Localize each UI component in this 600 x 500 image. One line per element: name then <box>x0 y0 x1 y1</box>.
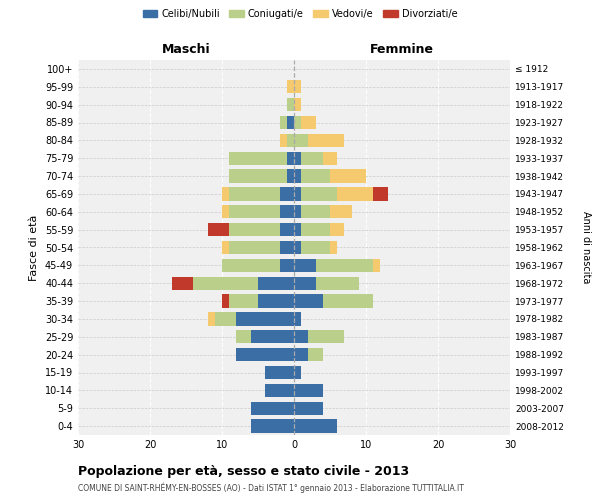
Bar <box>222 187 229 200</box>
Bar <box>229 205 280 218</box>
Text: Maschi: Maschi <box>161 44 211 57</box>
Bar <box>229 170 287 183</box>
Bar <box>323 152 337 165</box>
Bar <box>294 187 301 200</box>
Bar <box>330 241 337 254</box>
Bar <box>323 294 373 308</box>
Bar <box>294 366 301 379</box>
Bar <box>258 276 294 290</box>
Bar <box>294 116 301 129</box>
Bar <box>316 258 373 272</box>
Bar <box>294 223 301 236</box>
Bar <box>301 205 330 218</box>
Bar <box>294 241 301 254</box>
Bar <box>330 223 344 236</box>
Bar <box>337 187 373 200</box>
Bar <box>280 241 294 254</box>
Bar <box>265 384 294 397</box>
Bar <box>301 170 330 183</box>
Bar <box>236 348 294 362</box>
Bar <box>280 116 287 129</box>
Text: Femmine: Femmine <box>370 44 434 57</box>
Bar <box>229 223 280 236</box>
Bar <box>265 366 294 379</box>
Bar <box>280 187 294 200</box>
Bar <box>373 187 388 200</box>
Bar <box>301 223 330 236</box>
Bar <box>251 420 294 433</box>
Text: Popolazione per età, sesso e stato civile - 2013: Popolazione per età, sesso e stato civil… <box>78 465 409 478</box>
Bar <box>208 312 215 326</box>
Bar <box>229 294 258 308</box>
Bar <box>308 134 344 147</box>
Text: COMUNE DI SAINT-RHÉMY-EN-BOSSES (AO) - Dati ISTAT 1° gennaio 2013 - Elaborazione: COMUNE DI SAINT-RHÉMY-EN-BOSSES (AO) - D… <box>78 482 464 493</box>
Bar <box>330 205 352 218</box>
Bar <box>287 98 294 112</box>
Bar <box>222 205 229 218</box>
Bar <box>229 187 280 200</box>
Bar <box>208 223 229 236</box>
Bar <box>280 134 287 147</box>
Bar <box>373 258 380 272</box>
Bar <box>301 187 337 200</box>
Bar <box>308 348 323 362</box>
Bar <box>294 170 301 183</box>
Bar <box>301 152 323 165</box>
Y-axis label: Anni di nascita: Anni di nascita <box>581 212 591 284</box>
Bar <box>287 170 294 183</box>
Bar <box>308 330 344 344</box>
Bar <box>287 134 294 147</box>
Legend: Celibi/Nubili, Coniugati/e, Vedovi/e, Divorziati/e: Celibi/Nubili, Coniugati/e, Vedovi/e, Di… <box>139 5 461 22</box>
Bar <box>258 294 294 308</box>
Bar <box>294 384 323 397</box>
Bar <box>287 116 294 129</box>
Bar <box>294 258 316 272</box>
Bar <box>222 241 229 254</box>
Bar <box>287 80 294 94</box>
Bar <box>280 205 294 218</box>
Bar <box>294 420 337 433</box>
Bar <box>294 276 316 290</box>
Bar <box>294 312 301 326</box>
Bar <box>294 134 308 147</box>
Bar <box>236 330 251 344</box>
Bar <box>172 276 193 290</box>
Bar <box>280 223 294 236</box>
Bar <box>294 205 301 218</box>
Bar <box>301 116 316 129</box>
Bar <box>229 152 287 165</box>
Bar <box>294 80 301 94</box>
Bar <box>251 402 294 415</box>
Bar <box>294 152 301 165</box>
Bar <box>294 348 308 362</box>
Bar <box>229 241 280 254</box>
Bar <box>316 276 359 290</box>
Bar <box>251 330 294 344</box>
Bar <box>287 152 294 165</box>
Bar <box>215 312 236 326</box>
Bar <box>193 276 258 290</box>
Bar <box>222 294 229 308</box>
Bar <box>222 258 280 272</box>
Bar <box>294 294 323 308</box>
Bar <box>294 98 301 112</box>
Bar <box>236 312 294 326</box>
Bar <box>280 258 294 272</box>
Y-axis label: Fasce di età: Fasce di età <box>29 214 39 280</box>
Bar <box>294 402 323 415</box>
Bar <box>301 241 330 254</box>
Bar <box>330 170 366 183</box>
Bar <box>294 330 308 344</box>
